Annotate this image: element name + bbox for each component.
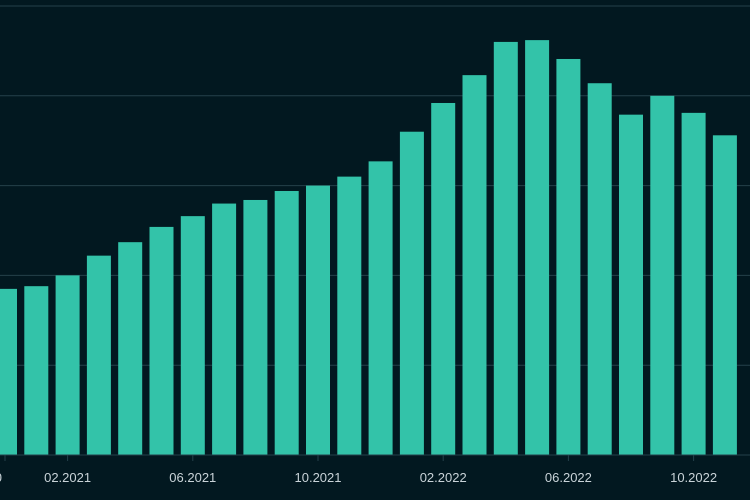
bar-06.2021 <box>180 216 205 455</box>
bar-11.2022 <box>712 135 737 455</box>
x-tick-label: 06.2022 <box>545 470 592 485</box>
x-axis-ticks: 0 02.2021 06.2021 10.2021 02.2022 06.2022 10.2… <box>0 455 717 485</box>
x-tick-label: 10.2021 <box>295 470 342 485</box>
bar-12.2020 <box>0 288 17 455</box>
bar-01.2022 <box>399 131 424 455</box>
bar-09.2021 <box>274 190 299 455</box>
bar-03.2022 <box>462 75 487 455</box>
bar-03.2021 <box>86 255 111 455</box>
bar-04.2022 <box>493 41 518 456</box>
x-tick-label: 02.2022 <box>420 470 467 485</box>
bar-07.2022 <box>587 83 612 455</box>
x-tick-label: 10.2022 <box>670 470 717 485</box>
x-tick-label: 0 <box>0 470 2 485</box>
bar-12.2021 <box>368 161 393 455</box>
x-tick-label: 06.2021 <box>169 470 216 485</box>
bar-10.2021 <box>306 185 330 455</box>
bar-02.2022 <box>431 102 456 455</box>
bar-07.2021 <box>212 203 237 455</box>
bar-11.2021 <box>337 176 362 455</box>
bar-10.2022 <box>681 112 706 455</box>
bar-01.2021 <box>24 286 49 455</box>
bar-08.2022 <box>619 114 643 456</box>
bar-08.2021 <box>243 199 268 455</box>
bar-series <box>0 40 737 456</box>
bar-09.2022 <box>650 95 675 456</box>
bar-05.2022 <box>525 40 550 456</box>
x-tick-label: 02.2021 <box>44 470 91 485</box>
bar-04.2021 <box>118 242 143 455</box>
bar-05.2021 <box>149 226 174 455</box>
bar-02.2021 <box>55 275 80 455</box>
bar-06.2022 <box>556 58 581 456</box>
